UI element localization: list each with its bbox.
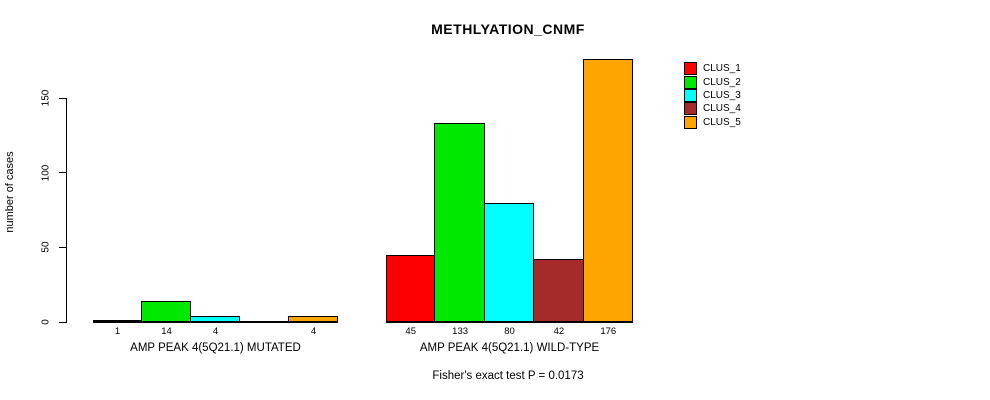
x-axis-baseline: [93, 321, 338, 323]
bar-group-wild-type: 45 133 80 42 176 AMP PEAK 4(5Q21.1) WILD-TYPE: [386, 0, 633, 400]
legend-swatch-clus_4: [684, 102, 697, 116]
x-axis-baseline: [386, 321, 633, 323]
bar-value-label: 45: [405, 326, 416, 337]
bar-value-label: 4: [310, 326, 317, 337]
legend: CLUS_1 CLUS_2 CLUS_3 CLUS_4 CLUS_5: [684, 62, 741, 129]
legend-label: CLUS_5: [703, 116, 741, 128]
legend-item: CLUS_5: [684, 115, 741, 129]
y-tick-label: 50: [40, 241, 52, 253]
bar-clus_2: [434, 123, 485, 322]
y-tick-label: 150: [40, 89, 52, 107]
y-axis-label: number of cases: [4, 151, 16, 233]
chart-title: METHLYATION_CNMF: [431, 21, 585, 37]
legend-label: CLUS_4: [703, 103, 741, 115]
bar-clus_5: [583, 59, 633, 322]
bar-value-label: 176: [600, 326, 617, 337]
bar-clus_3: [484, 203, 534, 322]
legend-swatch-clus_5: [684, 115, 697, 129]
legend-item: CLUS_1: [684, 62, 741, 76]
bar-group-mutated: 1 14 4 4 AMP PEAK 4(5Q21.1) MUTATED: [93, 0, 338, 400]
legend-item: CLUS_2: [684, 75, 741, 89]
legend-label: CLUS_2: [703, 76, 741, 88]
bar-value-label: 4: [212, 326, 219, 337]
bar-clus_2: [141, 301, 191, 322]
legend-swatch-clus_3: [684, 88, 697, 102]
y-axis: [66, 98, 67, 323]
legend-label: CLUS_1: [703, 63, 741, 75]
group-label: AMP PEAK 4(5Q21.1) MUTATED: [130, 342, 301, 354]
legend-item: CLUS_4: [684, 102, 741, 116]
y-tick-label: 100: [40, 164, 52, 181]
bar-clus_4: [533, 259, 584, 322]
y-axis-tick: [59, 97, 67, 99]
legend-swatch-clus_2: [684, 75, 697, 89]
bar-value-label: 42: [553, 326, 565, 337]
legend-item: CLUS_3: [684, 88, 741, 102]
bar-clus_1: [386, 255, 435, 322]
legend-swatch-clus_1: [684, 62, 697, 76]
group-label: AMP PEAK 4(5Q21.1) WILD-TYPE: [419, 342, 600, 354]
bar-value-label: 14: [161, 326, 172, 337]
y-axis-tick: [59, 172, 67, 174]
y-axis-tick: [59, 246, 67, 248]
bar-value-label: 133: [452, 326, 469, 337]
y-tick-label: 0: [40, 319, 52, 325]
y-axis-tick: [59, 321, 67, 323]
legend-label: CLUS_3: [703, 89, 741, 101]
fisher-test-annotation: Fisher's exact test P = 0.0173: [432, 370, 584, 382]
bar-value-label: 1: [114, 326, 121, 337]
bar-value-label: 80: [504, 326, 515, 337]
